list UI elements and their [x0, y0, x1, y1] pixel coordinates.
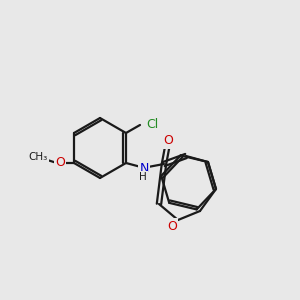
Text: CH₃: CH₃	[28, 152, 48, 162]
Text: O: O	[163, 134, 173, 148]
Text: N: N	[139, 161, 149, 175]
Text: O: O	[55, 157, 65, 169]
Text: O: O	[167, 220, 177, 232]
Text: Cl: Cl	[146, 118, 158, 130]
Text: H: H	[139, 172, 147, 182]
